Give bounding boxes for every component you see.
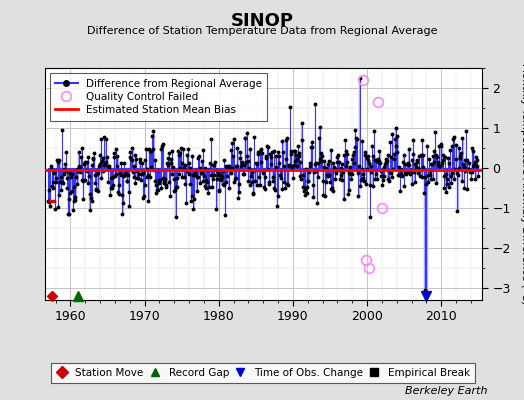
- Text: Difference of Station Temperature Data from Regional Average: Difference of Station Temperature Data f…: [87, 26, 437, 36]
- Text: Berkeley Earth: Berkeley Earth: [405, 386, 487, 396]
- Y-axis label: Monthly Temperature Anomaly Difference (°C): Monthly Temperature Anomaly Difference (…: [520, 63, 524, 305]
- Text: SINOP: SINOP: [231, 12, 293, 30]
- Legend: Station Move, Record Gap, Time of Obs. Change, Empirical Break: Station Move, Record Gap, Time of Obs. C…: [51, 362, 475, 383]
